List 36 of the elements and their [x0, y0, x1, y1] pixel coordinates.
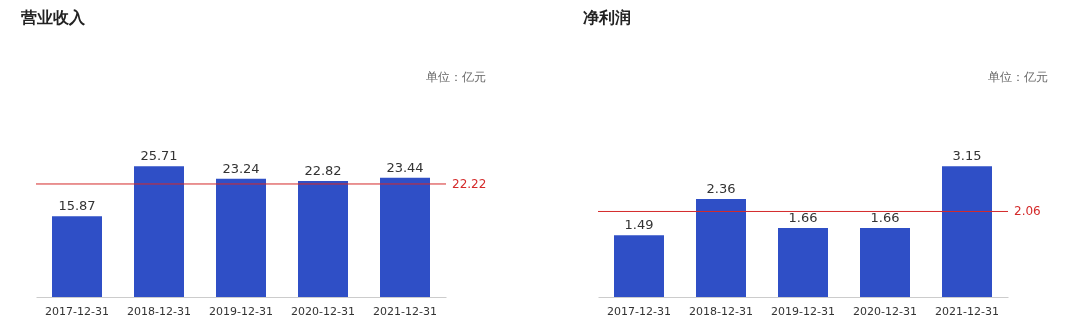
- data-label: 2.36: [706, 181, 736, 197]
- bar: [942, 166, 992, 297]
- bar: [134, 166, 184, 297]
- x-tick-label: 2021-12-31: [373, 304, 437, 318]
- x-tick-label: 2019-12-31: [209, 304, 273, 318]
- data-label: 15.87: [58, 198, 96, 214]
- text: 单位：亿元: [988, 70, 1048, 84]
- bar: [216, 178, 266, 297]
- x-tick-label: 2020-12-31: [291, 304, 355, 318]
- bar: [52, 216, 102, 297]
- x-tick-label: 2018-12-31: [689, 304, 753, 318]
- chart-title: 净利润: [582, 8, 631, 27]
- data-label: 22.82: [304, 162, 342, 178]
- data-label: 1.66: [870, 210, 900, 226]
- data-label: 25.71: [140, 148, 178, 164]
- x-tick-label: 2017-12-31: [607, 304, 671, 318]
- x-tick-label: 2021-12-31: [935, 304, 999, 318]
- x-tick-label: 2019-12-31: [771, 304, 835, 318]
- bar: [380, 177, 430, 297]
- data-label: 3.15: [952, 148, 982, 164]
- ref-line-label: 22.22: [452, 176, 487, 191]
- data-label: 23.44: [386, 159, 424, 175]
- data-label: 1.49: [624, 217, 654, 233]
- x-tick-label: 2017-12-31: [45, 304, 109, 318]
- data-label: 23.24: [222, 160, 260, 176]
- chart-title: 营业收入: [19, 8, 86, 27]
- x-tick-label: 2018-12-31: [127, 304, 191, 318]
- bar: [696, 199, 746, 297]
- data-label: 1.66: [788, 210, 818, 226]
- text: 单位：亿元: [426, 70, 486, 84]
- bar: [778, 228, 828, 297]
- x-tick-label: 2020-12-31: [853, 304, 917, 318]
- bar: [614, 235, 664, 297]
- bar: [860, 228, 910, 297]
- bar: [298, 180, 348, 297]
- ref-line-label: 2.06: [1014, 204, 1041, 219]
